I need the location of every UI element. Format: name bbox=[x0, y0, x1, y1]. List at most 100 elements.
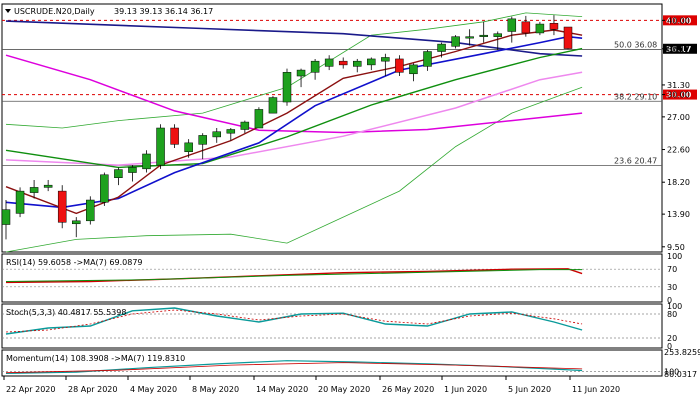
candle bbox=[423, 50, 432, 71]
candle-body bbox=[100, 174, 109, 203]
candle-body bbox=[549, 23, 559, 30]
momentum-axis-label: 80.0317 bbox=[664, 370, 697, 379]
stoch-axis-label: 0 bbox=[667, 342, 672, 351]
candle-body bbox=[29, 187, 39, 193]
momentum-pane-frame bbox=[1, 349, 663, 377]
candle-body bbox=[240, 121, 250, 130]
candle-body bbox=[15, 190, 25, 214]
moving-average-line bbox=[5, 20, 583, 57]
last-price-badge bbox=[663, 43, 697, 54]
candle bbox=[381, 53, 390, 77]
stoch-axis-label: 100 bbox=[667, 302, 682, 311]
rsi-axis-label: 100 bbox=[667, 252, 682, 261]
candle-body bbox=[367, 58, 376, 66]
price-axis-label: 40.00 bbox=[667, 16, 690, 25]
date-axis-label: 26 May 2020 bbox=[382, 385, 434, 394]
candle bbox=[451, 35, 460, 49]
price-axis-label: 30.00 bbox=[667, 91, 690, 100]
candle-body bbox=[170, 127, 179, 145]
candle bbox=[57, 185, 67, 229]
candle-body bbox=[1, 209, 11, 225]
price-axis-label: 9.50 bbox=[667, 243, 685, 252]
candle bbox=[563, 26, 573, 50]
candle bbox=[240, 120, 250, 134]
candle bbox=[493, 31, 502, 51]
candle-body bbox=[156, 127, 165, 166]
horizontal-levels: 40.00 50.0 36.08 36.17 30.00 38.2 29.10 23.6 … bbox=[2, 15, 697, 166]
candle bbox=[310, 58, 320, 80]
candle-body bbox=[324, 58, 334, 67]
candle bbox=[479, 21, 488, 43]
candle-body bbox=[563, 26, 573, 49]
candle bbox=[338, 57, 348, 69]
price-axis-label: 22.60 bbox=[667, 146, 690, 155]
price-pane-frame bbox=[1, 3, 663, 253]
candle-body bbox=[43, 184, 53, 188]
stoch-d-line bbox=[5, 309, 583, 333]
candle-body bbox=[72, 220, 81, 225]
collapse-triangle-icon[interactable] bbox=[5, 9, 11, 13]
candle-body bbox=[437, 43, 446, 52]
candle-body bbox=[114, 169, 123, 178]
level-badge-text: 40.00 bbox=[666, 16, 692, 25]
level-badge bbox=[663, 15, 697, 26]
candle-body bbox=[282, 72, 292, 103]
candle bbox=[282, 68, 292, 106]
date-axis-label: 20 May 2020 bbox=[318, 385, 370, 394]
candle bbox=[367, 57, 376, 71]
date-axis-label: 5 Jun 2020 bbox=[508, 385, 551, 394]
candle bbox=[535, 21, 545, 36]
price-axis-label: 18.20 bbox=[667, 178, 690, 187]
candle-body bbox=[57, 190, 67, 223]
stoch-header: Stoch(5,3,3) 40.4817 55.5398 bbox=[6, 308, 126, 317]
price-axis-label: 27.00 bbox=[667, 113, 690, 122]
level-badge bbox=[663, 89, 697, 100]
candle bbox=[324, 55, 334, 71]
candle-body bbox=[535, 23, 545, 34]
candle bbox=[72, 217, 81, 238]
date-axis-label: 14 May 2020 bbox=[256, 385, 308, 394]
candle bbox=[128, 165, 137, 182]
moving-average-line bbox=[5, 35, 583, 209]
candle-body bbox=[479, 34, 488, 37]
date-axis-label: 4 May 2020 bbox=[130, 385, 177, 394]
candle-body bbox=[493, 33, 502, 37]
candle-body bbox=[86, 199, 95, 222]
rsi-header: RSI(14) 59.6058 ->MA(7) 69.0879 bbox=[6, 258, 143, 267]
level-badge-text: 30.00 bbox=[666, 91, 692, 100]
candle-body bbox=[381, 57, 390, 62]
candle-body bbox=[395, 58, 404, 73]
rsi-signal-line bbox=[5, 269, 583, 282]
candle-body bbox=[198, 135, 207, 145]
date-axis-label: 1 Jun 2020 bbox=[444, 385, 487, 394]
price-axis-label: 13.90 bbox=[667, 210, 690, 219]
candle-body bbox=[310, 60, 320, 73]
candle bbox=[437, 42, 446, 58]
candle bbox=[142, 150, 151, 173]
candle bbox=[184, 139, 193, 158]
date-axis-label: 8 May 2020 bbox=[192, 385, 239, 394]
momentum-axis-label: 100 bbox=[664, 367, 679, 376]
candle-body bbox=[423, 51, 432, 67]
candle bbox=[198, 133, 207, 160]
moving-average-line bbox=[5, 29, 583, 215]
candle bbox=[409, 63, 418, 82]
stoch-axis-label: 20 bbox=[667, 334, 677, 343]
candle bbox=[465, 29, 474, 46]
candle bbox=[86, 196, 95, 225]
candle-body bbox=[296, 69, 306, 77]
last-price-text: 36.17 bbox=[666, 45, 691, 54]
candle bbox=[549, 15, 559, 36]
momentum-signal-line bbox=[5, 362, 583, 374]
oscillator-lines bbox=[2, 268, 662, 374]
date-axis-label: 11 Jun 2020 bbox=[572, 385, 620, 394]
candle bbox=[353, 58, 362, 73]
candle bbox=[254, 107, 264, 129]
date-axis-label: 22 Apr 2020 bbox=[6, 385, 55, 394]
candle-body bbox=[268, 97, 278, 114]
candle-body bbox=[353, 60, 362, 67]
rsi-axis-label: 30 bbox=[667, 283, 677, 292]
candle-body bbox=[507, 18, 517, 32]
